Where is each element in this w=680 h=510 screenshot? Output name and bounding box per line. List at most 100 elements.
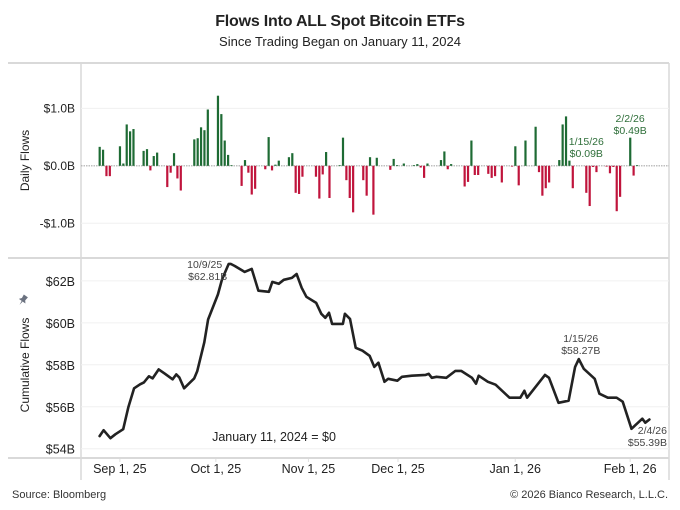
inflow-bar [325, 152, 328, 166]
outflow-bar [591, 165, 595, 167]
outflow-bar [419, 165, 422, 168]
chart-subtitle: Since Trading Began on January 11, 2024 [219, 34, 461, 49]
inflow-bar [227, 154, 230, 166]
baseline-note: January 11, 2024 = $0 [212, 430, 336, 444]
outflow-bar [537, 165, 541, 173]
line-annotation-value: $55.39B [628, 437, 667, 449]
outflow-bar [301, 165, 304, 177]
inflow-bar [439, 160, 443, 166]
outflow-bar [294, 165, 297, 193]
y-tick-label: $1.0B [44, 101, 75, 115]
x-tick-label: Oct 1, 25 [190, 462, 241, 476]
line-annotation-value: $58.27B [561, 345, 600, 357]
inflow-bar [534, 126, 537, 166]
outflow-bar [314, 165, 318, 177]
pin-shape [18, 294, 28, 305]
outflow-bar [328, 165, 331, 198]
inflow-bar [243, 160, 247, 166]
inflow-bar [558, 160, 561, 166]
outflow-bar [544, 165, 547, 189]
outflow-bar [108, 165, 111, 177]
outflow-bar [240, 165, 243, 186]
outflow-bar [612, 165, 615, 167]
inflow-bar [443, 151, 446, 166]
outflow-bar [176, 165, 179, 179]
inflow-bar [368, 157, 372, 166]
y-tick-label: $60B [46, 317, 75, 331]
source-note: Source: Bloomberg [12, 489, 107, 501]
y-tick-label: -$1.0B [40, 216, 75, 230]
outflow-bar [585, 165, 588, 193]
copyright-note: © 2026 Bianco Research, L.L.C. [510, 489, 668, 501]
line-annotation-date: 1/15/26 [563, 333, 598, 345]
inflow-bar [568, 160, 571, 166]
daily-flows-bars [98, 95, 639, 215]
inflow-bar [561, 124, 564, 166]
inflow-bar [416, 164, 419, 166]
outflow-bar [595, 165, 598, 173]
outflow-bar [321, 165, 324, 175]
inflow-bar [470, 140, 473, 166]
inflow-bar [524, 140, 527, 166]
inflow-bar [199, 127, 203, 166]
line-annotation-date: 2/4/26 [638, 425, 667, 437]
inflow-bar [172, 153, 176, 166]
inflow-bar [291, 153, 294, 166]
inflow-bar [514, 146, 517, 166]
pin-icon [18, 294, 28, 305]
inflow-bar [277, 160, 280, 166]
inflow-bar [132, 129, 135, 166]
outflow-bar [571, 165, 574, 189]
y-axis-title: Daily Flows [18, 130, 32, 191]
cumulative-flows-line [98, 262, 651, 440]
inflow-bar [341, 137, 345, 166]
outflow-bar [632, 165, 635, 176]
inflow-bar [426, 163, 429, 166]
outflow-bar [473, 165, 476, 176]
outflow-bar [477, 165, 480, 176]
outflow-bar [247, 165, 250, 173]
chart-title: Flows Into ALL Spot Bitcoin ETFs [215, 13, 465, 30]
line-annotation-date: 10/9/25 [187, 259, 222, 271]
inflow-bar [203, 130, 206, 166]
y-tick-label: $54B [46, 443, 75, 457]
outflow-bar [541, 165, 544, 196]
inflow-bar [267, 137, 270, 166]
cumulative-flows-grid: $62B $60B $58B $56B $54B Cumulative Flows Sep … [18, 275, 669, 476]
inflow-bar [629, 137, 632, 166]
outflow-bar [615, 165, 618, 212]
outflow-bar [608, 165, 612, 174]
outflow-bar [446, 165, 449, 170]
y-tick-label: $62B [46, 275, 75, 289]
outflow-bar [362, 165, 365, 181]
inflow-bar [216, 95, 220, 166]
x-tick-label: Dec 1, 25 [371, 462, 425, 476]
inflow-bar [118, 146, 122, 166]
inflow-bar [156, 152, 159, 166]
outflow-bar [372, 165, 375, 215]
inflow-bar [402, 163, 405, 166]
cumulative-line [98, 262, 651, 440]
chart-frame [8, 62, 670, 480]
outflow-bar [510, 165, 514, 167]
x-tick-label: Jan 1, 26 [490, 462, 541, 476]
outflow-bar [365, 165, 368, 196]
outflow-bar [352, 165, 355, 213]
y-tick-label: $56B [46, 401, 75, 415]
inflow-bar [230, 165, 233, 167]
inflow-bar [220, 114, 223, 166]
outflow-bar [493, 165, 497, 177]
outflow-bar [423, 165, 426, 178]
outflow-bar [517, 165, 520, 186]
outflow-bar [463, 165, 466, 187]
outflow-bar [466, 165, 470, 182]
outflow-bar [169, 165, 172, 173]
inflow-bar [450, 164, 453, 166]
inflow-bar [287, 157, 291, 166]
inflow-bar [152, 156, 155, 166]
inflow-bar [129, 131, 132, 166]
inflow-bar [635, 165, 639, 167]
inflow-bar [274, 164, 277, 166]
bar-annotation-date: 1/15/26 [569, 136, 604, 148]
